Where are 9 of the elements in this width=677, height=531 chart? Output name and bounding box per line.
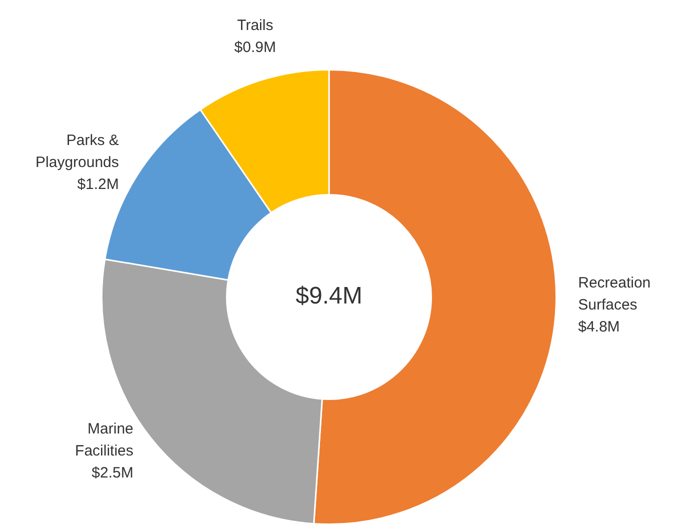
slice-label: Recreation Surfaces xyxy=(578,274,651,314)
data-label: $2.5M xyxy=(92,464,134,482)
text: $9.4M xyxy=(296,282,362,310)
slice-label: Marine Facilities xyxy=(75,420,134,460)
data-label: $1.2M xyxy=(77,176,119,194)
data-label: $0.9M xyxy=(234,39,276,56)
slice-label: Parks & Playgrounds xyxy=(36,132,119,172)
data-label: $4.8M xyxy=(578,318,620,336)
slice-label: Trails xyxy=(237,17,274,34)
